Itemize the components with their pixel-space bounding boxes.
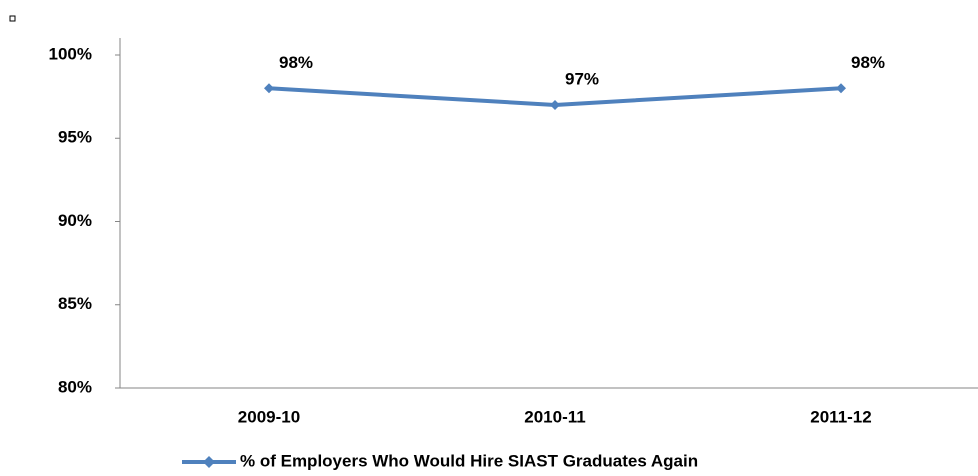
point-marker	[264, 83, 274, 94]
y-tick-label: 85%	[58, 294, 92, 313]
x-tick-label: 2011-12	[810, 407, 871, 426]
y-tick-label: 95%	[58, 128, 92, 147]
point-marker	[550, 99, 560, 110]
y-tick-label: 90%	[58, 211, 92, 230]
corner-marker	[9, 15, 16, 22]
legend-marker	[203, 456, 215, 468]
y-tick-label: 80%	[58, 377, 92, 396]
x-tick-label: 2010-11	[524, 407, 585, 426]
data-label: 98%	[851, 53, 885, 72]
point-marker	[836, 83, 846, 94]
data-label: 97%	[565, 69, 599, 88]
y-tick-label: 100%	[49, 44, 92, 63]
data-label: 98%	[279, 53, 313, 72]
x-tick-label: 2009-10	[238, 407, 300, 426]
legend-label: % of Employers Who Would Hire SIAST Grad…	[240, 451, 698, 470]
